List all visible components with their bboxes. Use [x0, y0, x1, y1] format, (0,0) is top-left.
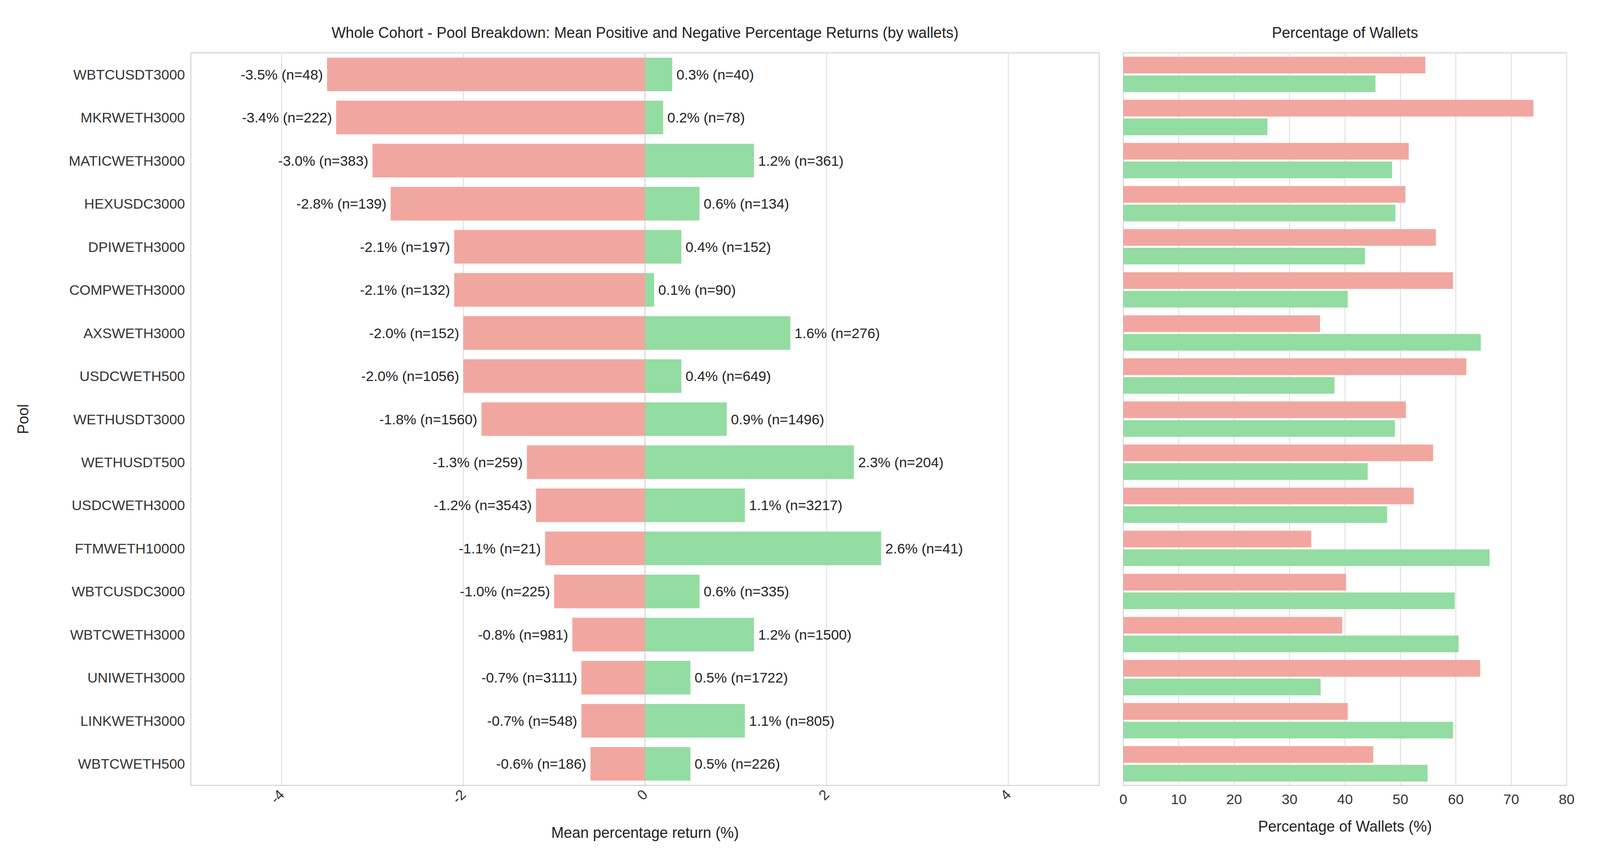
svg-text:1.1% (n=3217): 1.1% (n=3217) [749, 497, 843, 514]
svg-text:4: 4 [997, 787, 1014, 804]
svg-text:-1.3% (n=259): -1.3% (n=259) [432, 454, 523, 471]
svg-text:-0.8% (n=981): -0.8% (n=981) [477, 627, 568, 643]
svg-text:DPIWETH3000: DPIWETH3000 [88, 239, 185, 255]
svg-text:MKRWETH3000: MKRWETH3000 [80, 109, 185, 126]
svg-text:-1.1% (n=21): -1.1% (n=21) [458, 540, 542, 557]
svg-text:2.3% (n=204): 2.3% (n=204) [857, 454, 944, 471]
svg-text:Percentage of Wallets: Percentage of Wallets [1272, 24, 1419, 42]
svg-text:Percentage of Wallets (%): Percentage of Wallets (%) [1258, 818, 1433, 836]
svg-text:Whole Cohort - Pool Breakdown:: Whole Cohort - Pool Breakdown: Mean Posi… [331, 24, 959, 42]
svg-text:2.6% (n=41): 2.6% (n=41) [885, 540, 963, 557]
svg-text:Pool: Pool [14, 404, 32, 435]
svg-text:1.1% (n=805): 1.1% (n=805) [749, 713, 835, 730]
svg-text:40: 40 [1337, 791, 1353, 808]
svg-text:-0.7% (n=548): -0.7% (n=548) [487, 713, 578, 730]
svg-text:2: 2 [815, 787, 833, 804]
svg-text:-0.7% (n=3111): -0.7% (n=3111) [481, 670, 578, 686]
svg-text:-2: -2 [448, 787, 469, 808]
svg-text:USDCWETH500: USDCWETH500 [79, 368, 185, 385]
svg-text:0: 0 [1119, 791, 1128, 808]
svg-text:0.9% (n=1496): 0.9% (n=1496) [730, 411, 825, 428]
svg-text:LINKWETH3000: LINKWETH3000 [80, 713, 185, 730]
svg-text:WETHUSDT500: WETHUSDT500 [81, 454, 185, 471]
svg-text:-2.0% (n=1056): -2.0% (n=1056) [361, 368, 460, 385]
svg-text:MATICWETH3000: MATICWETH3000 [68, 152, 185, 169]
svg-text:0.4% (n=649): 0.4% (n=649) [685, 368, 771, 385]
svg-text:-3.0% (n=383): -3.0% (n=383) [278, 152, 369, 169]
svg-text:1.6% (n=276): 1.6% (n=276) [794, 325, 880, 342]
svg-text:-3.4% (n=222): -3.4% (n=222) [241, 109, 332, 126]
svg-text:FTMWETH10000: FTMWETH10000 [75, 540, 186, 557]
svg-text:0.3% (n=40): 0.3% (n=40) [676, 66, 754, 83]
svg-text:80: 80 [1558, 791, 1575, 808]
svg-text:70: 70 [1503, 791, 1520, 808]
svg-text:AXSWETH3000: AXSWETH3000 [83, 325, 185, 342]
svg-text:UNIWETH3000: UNIWETH3000 [87, 670, 185, 686]
svg-text:WBTCUSDC3000: WBTCUSDC3000 [71, 583, 185, 600]
svg-text:-1.8% (n=1560): -1.8% (n=1560) [379, 411, 478, 428]
svg-text:-0.6% (n=186): -0.6% (n=186) [496, 756, 587, 773]
svg-text:1.2% (n=361): 1.2% (n=361) [758, 152, 844, 169]
svg-text:WETHUSDT3000: WETHUSDT3000 [73, 411, 185, 428]
svg-text:0.5% (n=226): 0.5% (n=226) [694, 756, 780, 773]
svg-text:0.6% (n=134): 0.6% (n=134) [703, 195, 790, 212]
svg-text:WBTCUSDT3000: WBTCUSDT3000 [73, 66, 185, 83]
svg-text:0.6% (n=335): 0.6% (n=335) [703, 583, 790, 600]
svg-text:-2.1% (n=197): -2.1% (n=197) [360, 239, 450, 255]
svg-text:0.1% (n=90): 0.1% (n=90) [658, 282, 736, 298]
svg-text:0.5% (n=1722): 0.5% (n=1722) [694, 670, 788, 686]
svg-text:Mean percentage return (%): Mean percentage return (%) [551, 824, 739, 842]
svg-text:COMPWETH3000: COMPWETH3000 [69, 282, 185, 298]
svg-text:WBTCWETH500: WBTCWETH500 [77, 756, 185, 773]
svg-text:-3.5% (n=48): -3.5% (n=48) [240, 66, 324, 83]
svg-text:1.2% (n=1500): 1.2% (n=1500) [758, 627, 852, 643]
svg-text:60: 60 [1447, 791, 1464, 808]
svg-text:10: 10 [1170, 791, 1187, 808]
svg-text:-1.2% (n=3543): -1.2% (n=3543) [433, 497, 532, 514]
svg-text:0.2% (n=78): 0.2% (n=78) [667, 109, 745, 126]
svg-text:0.4% (n=152): 0.4% (n=152) [685, 239, 771, 255]
svg-text:WBTCWETH3000: WBTCWETH3000 [70, 627, 185, 643]
svg-text:0: 0 [633, 787, 651, 804]
svg-text:-1.0% (n=225): -1.0% (n=225) [460, 583, 550, 600]
svg-text:-2.8% (n=139): -2.8% (n=139) [296, 195, 387, 212]
svg-text:30: 30 [1281, 791, 1298, 808]
svg-text:-4: -4 [267, 787, 288, 808]
svg-text:20: 20 [1226, 791, 1243, 808]
svg-text:-2.1% (n=132): -2.1% (n=132) [360, 282, 450, 298]
svg-text:50: 50 [1392, 791, 1409, 808]
svg-text:-2.0% (n=152): -2.0% (n=152) [369, 325, 460, 342]
svg-text:HEXUSDC3000: HEXUSDC3000 [84, 195, 185, 212]
svg-text:USDCWETH3000: USDCWETH3000 [71, 497, 185, 514]
